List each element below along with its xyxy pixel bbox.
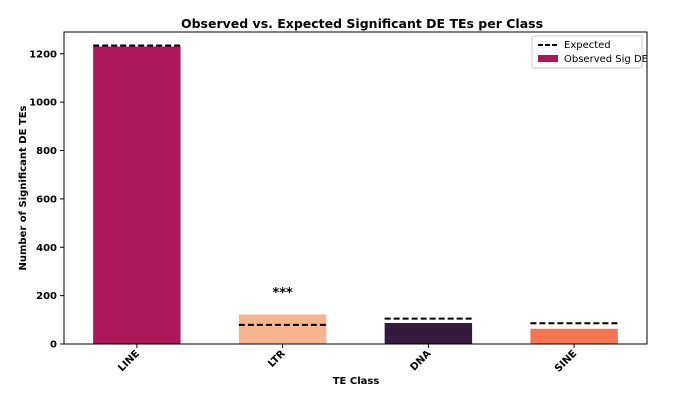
- y-tick-label: 400: [36, 243, 57, 254]
- legend: Expected Observed Sig DE: [531, 35, 648, 69]
- y-tick-label: 1000: [29, 98, 57, 109]
- y-tick-label: 600: [36, 194, 57, 205]
- significance-annotation: ***: [272, 286, 293, 301]
- bar-dna: [384, 322, 473, 344]
- chart-title: Observed vs. Expected Significant DE TEs…: [181, 16, 543, 31]
- x-axis-label: TE Class: [333, 376, 380, 387]
- plot-frame: [63, 31, 648, 345]
- x-tick-label: LINE: [116, 348, 142, 374]
- y-axis-ticks: 0 200 400 600 800 1000 1200: [29, 49, 64, 351]
- bars: [93, 46, 618, 344]
- legend-box: [531, 35, 643, 69]
- annotations: ***: [272, 286, 293, 301]
- bar-line: [93, 46, 181, 344]
- x-tick-label: SINE: [553, 348, 579, 374]
- x-axis-ticks: LINE LTR DNA SINE: [116, 344, 579, 375]
- legend-observed-label: Observed Sig DE: [564, 54, 648, 65]
- legend-expected-label: Expected: [564, 40, 611, 51]
- y-tick-label: 800: [36, 146, 57, 157]
- bar-sine: [530, 328, 618, 344]
- bar-ltr: [238, 314, 327, 344]
- expected-lines: [93, 44, 618, 326]
- y-tick-label: 0: [50, 340, 57, 351]
- y-tick-label: 1200: [29, 49, 57, 60]
- legend-observed-swatch: [538, 55, 558, 62]
- x-tick-label: DNA: [408, 348, 433, 373]
- x-tick-label: LTR: [266, 348, 288, 370]
- y-tick-label: 200: [36, 291, 57, 302]
- y-axis-label: Number of Significant DE TEs: [18, 105, 29, 270]
